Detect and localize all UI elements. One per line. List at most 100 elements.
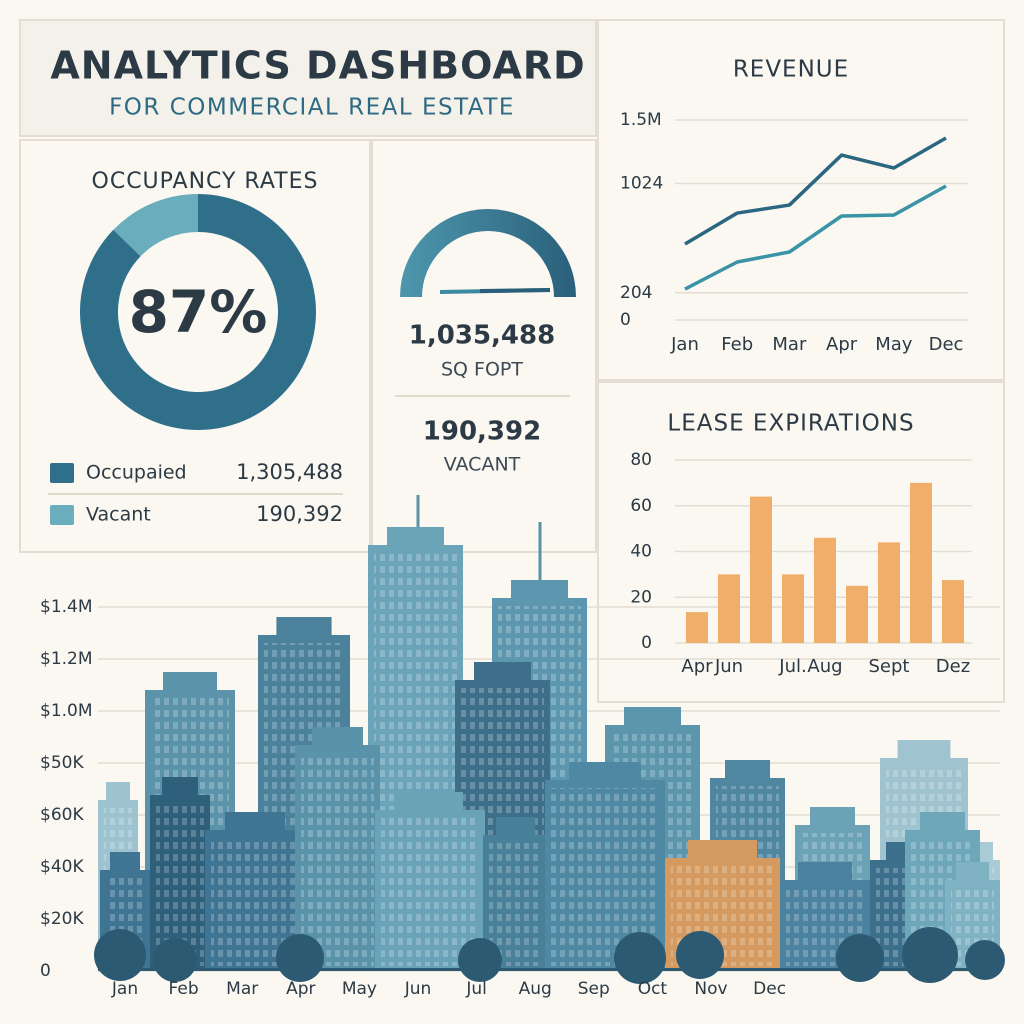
chart-title: REVENUE [733,57,849,83]
building-top [162,777,198,795]
y-axis-label: 0 [40,961,51,981]
building-top [163,672,217,690]
y-tick-label: 0 [641,633,652,653]
ground [98,968,1002,971]
x-tick-label: Apr [826,334,858,355]
legend-swatch [50,463,74,483]
x-axis-label: Sep [578,979,610,999]
x-tick-label: Feb [721,334,753,355]
y-tick-label: 80 [630,450,652,470]
building-top [474,662,531,680]
bar [846,585,868,643]
legend-label: Vacant [86,504,151,526]
x-tick-label: Jan [670,334,699,355]
x-tick-label: Sept [869,656,910,677]
building-top [387,527,444,545]
line-series [684,136,947,246]
x-tick-label: Aug [807,656,842,677]
y-axis-label: $50K [40,753,84,773]
tree [676,931,724,979]
building-top [276,617,332,635]
x-axis-label: May [342,979,377,999]
building-top [397,792,463,810]
y-axis-label: $1.4M [40,597,93,617]
tree [614,932,666,984]
donut-segment [80,194,317,430]
tree [965,940,1005,980]
dashboard-subtitle: FOR COMMERCIAL REAL ESTATE [109,95,515,121]
x-axis-label: Nov [694,979,727,999]
x-axis-label: Jan [111,979,138,999]
building-top [688,840,757,858]
x-tick-label: Jul. [778,656,806,677]
gauge-needle-dark [479,288,551,293]
line-series [684,184,947,291]
building-top [897,740,951,758]
y-axis-label: $20K [40,909,84,929]
x-axis-label: Mar [226,979,258,999]
building-top [496,817,535,835]
bar [718,574,740,643]
gauge-arc [400,209,576,297]
tree [902,927,958,983]
y-axis-label: $40K [40,857,84,877]
bar [686,612,708,643]
stat-value: 1,035,488 [409,321,555,351]
x-axis-label: Jul [465,979,487,999]
y-tick-label: 1.5M [620,110,662,130]
building-windows [489,843,542,966]
y-tick-label: 204 [620,283,652,303]
x-tick-label: Dec [929,334,964,355]
y-tick-label: 0 [620,310,631,330]
x-tick-label: Mar [772,334,807,355]
building-top [624,707,681,725]
tree [94,929,146,981]
building-top [798,862,852,880]
bar [814,537,836,643]
building-top [511,580,568,598]
bar [750,496,772,643]
donut-segment [113,194,198,257]
legend-swatch [50,505,74,525]
x-axis-label: Apr [286,979,315,999]
y-tick-label: 40 [630,542,652,562]
dashboard-title: ANALYTICS DASHBOARD [50,44,585,88]
building-top [106,782,130,800]
building-windows [381,818,479,966]
tree [153,938,197,982]
y-axis-label: $60K [40,805,84,825]
lease-panel [597,381,1005,703]
building-top [569,762,641,780]
x-axis-label: Jun [404,979,432,999]
building-top [312,727,363,745]
building-top [725,760,770,778]
x-tick-label: Jun [714,656,743,677]
tree [458,938,502,982]
tree [276,934,324,982]
bar [910,482,932,643]
y-axis-label: $1.0M [40,701,93,721]
x-axis-label: Dec [753,979,786,999]
x-axis-label: Aug [519,979,552,999]
y-tick-label: 20 [630,587,652,607]
building-top [810,807,855,825]
legend-value: 1,305,488 [236,460,343,484]
x-tick-label: Dez [936,656,970,677]
bar [942,580,964,643]
legend-value: 190,392 [256,502,343,526]
bar [782,574,804,643]
y-tick-label: 1024 [620,173,663,193]
chart-title: OCCUPANCY RATES [92,169,319,194]
x-axis-label: Oct [638,979,668,999]
chart-title: LEASE EXPIRATIONS [667,411,914,437]
stat-label: SQ FOPT [441,359,523,381]
building-top [956,862,989,880]
charts: OCCUPANCY RATES 87% Occupaied 1,305,488 Vaca… [48,57,972,677]
bar [878,542,900,643]
x-tick-label: Apr [681,656,713,677]
building-windows [301,753,374,966]
building-top [920,812,965,830]
donut-center-label: 87% [129,278,268,346]
stat-label: VACANT [444,454,521,476]
